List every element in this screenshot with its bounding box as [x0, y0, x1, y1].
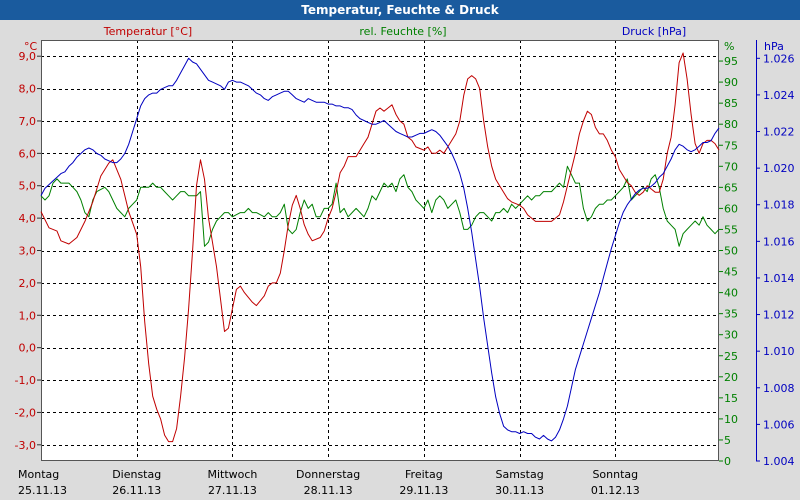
pressure-tick-label: 1.018 [763, 199, 795, 212]
pressure-tick-label: 1.006 [763, 418, 795, 431]
humidity-series-title: rel. Feuchte [%] [359, 25, 446, 38]
humidity-tick-label: 70 [724, 160, 738, 173]
temp-tick-label: 4,0 [19, 212, 37, 225]
pressure-tick-label: 1.020 [763, 162, 795, 175]
pressure-tick-label: 1.016 [763, 235, 795, 248]
chart-canvas: 9,0 8,0 7,0 6,0 5,0 4,0 3,0 2,0 1,0 0,0 -1,0 -2,0 -3… [0, 20, 800, 500]
x-tick-day: Samstag [495, 468, 543, 481]
humidity-line [40, 165, 720, 247]
plot-border [41, 40, 719, 461]
temp-tick-label: 5,0 [19, 180, 37, 193]
labels-group: 9,0 8,0 7,0 6,0 5,0 4,0 3,0 2,0 1,0 0,0 -1,0 -2,0 -3… [15, 25, 795, 497]
temp-series-title: Temperatur [°C] [103, 25, 192, 38]
humidity-tick-label: 90 [724, 76, 738, 89]
humidity-tick-label: 95 [724, 55, 738, 68]
pressure-tick-label: 1.024 [763, 89, 795, 102]
x-tick-day: Dienstag [112, 468, 161, 481]
window-title: Temperatur, Feuchte & Druck [0, 0, 800, 20]
temp-tick-label: 2,0 [19, 277, 37, 290]
x-tick-date: 27.11.13 [208, 484, 257, 497]
temp-tick-label: 0,0 [19, 342, 37, 355]
x-tick-day: Sonntag [592, 468, 638, 481]
pressure-tick-label: 1.010 [763, 345, 795, 358]
pressure-tick-label: 1.012 [763, 309, 795, 322]
temp-tick-label: 8,0 [19, 83, 37, 96]
temp-tick-label: 3,0 [19, 245, 37, 258]
pressure-series-title: Druck [hPa] [622, 25, 686, 38]
humidity-tick-label: 10 [724, 413, 738, 426]
humidity-tick-label: 80 [724, 118, 738, 131]
humidity-tick-label: 65 [724, 181, 738, 194]
humidity-tick-label: 55 [724, 223, 738, 236]
series-group [40, 52, 720, 443]
x-tick-date: 26.11.13 [112, 484, 161, 497]
pressure-tick-label: 1.022 [763, 126, 795, 139]
humidity-tick-label: 0 [724, 455, 731, 468]
pressure-tick-label: 1.004 [763, 455, 795, 468]
x-tick-day: Montag [18, 468, 59, 481]
humidity-tick-label: 85 [724, 97, 738, 110]
temp-tick-label: 1,0 [19, 309, 37, 322]
humidity-unit: % [724, 40, 734, 53]
temp-tick-label: 7,0 [19, 115, 37, 128]
humidity-tick-label: 45 [724, 266, 738, 279]
axes [37, 40, 760, 462]
pressure-unit: hPa [764, 40, 784, 53]
grid-lines [41, 40, 719, 461]
temp-tick-label: -1,0 [15, 374, 36, 387]
x-tick-day: Mittwoch [207, 468, 257, 481]
plot-area [41, 40, 719, 461]
x-tick-date: 28.11.13 [304, 484, 353, 497]
temp-tick-label: -3,0 [15, 439, 36, 452]
humidity-tick-label: 40 [724, 287, 738, 300]
temp-tick-label: -2,0 [15, 406, 36, 419]
x-tick-date: 30.11.13 [495, 484, 544, 497]
humidity-tick-label: 75 [724, 139, 738, 152]
temp-tick-label: 6,0 [19, 147, 37, 160]
humidity-tick-label: 5 [724, 434, 731, 447]
humidity-tick-label: 25 [724, 350, 738, 363]
x-tick-date: 25.11.13 [18, 484, 67, 497]
x-tick-date: 01.12.13 [591, 484, 640, 497]
x-tick-day: Donnerstag [296, 468, 360, 481]
humidity-tick-label: 30 [724, 329, 738, 342]
pressure-tick-label: 1.014 [763, 272, 795, 285]
humidity-tick-label: 20 [724, 371, 738, 384]
humidity-tick-label: 50 [724, 245, 738, 258]
humidity-tick-label: 15 [724, 392, 738, 405]
x-tick-day: Freitag [405, 468, 443, 481]
pressure-line [40, 57, 720, 442]
pressure-tick-label: 1.008 [763, 382, 795, 395]
humidity-tick-label: 35 [724, 308, 738, 321]
x-tick-date: 29.11.13 [399, 484, 448, 497]
temp-tick-label: 9,0 [19, 50, 37, 63]
temp-unit: °C [24, 40, 38, 53]
humidity-tick-label: 60 [724, 202, 738, 215]
pressure-tick-label: 1.026 [763, 52, 795, 65]
